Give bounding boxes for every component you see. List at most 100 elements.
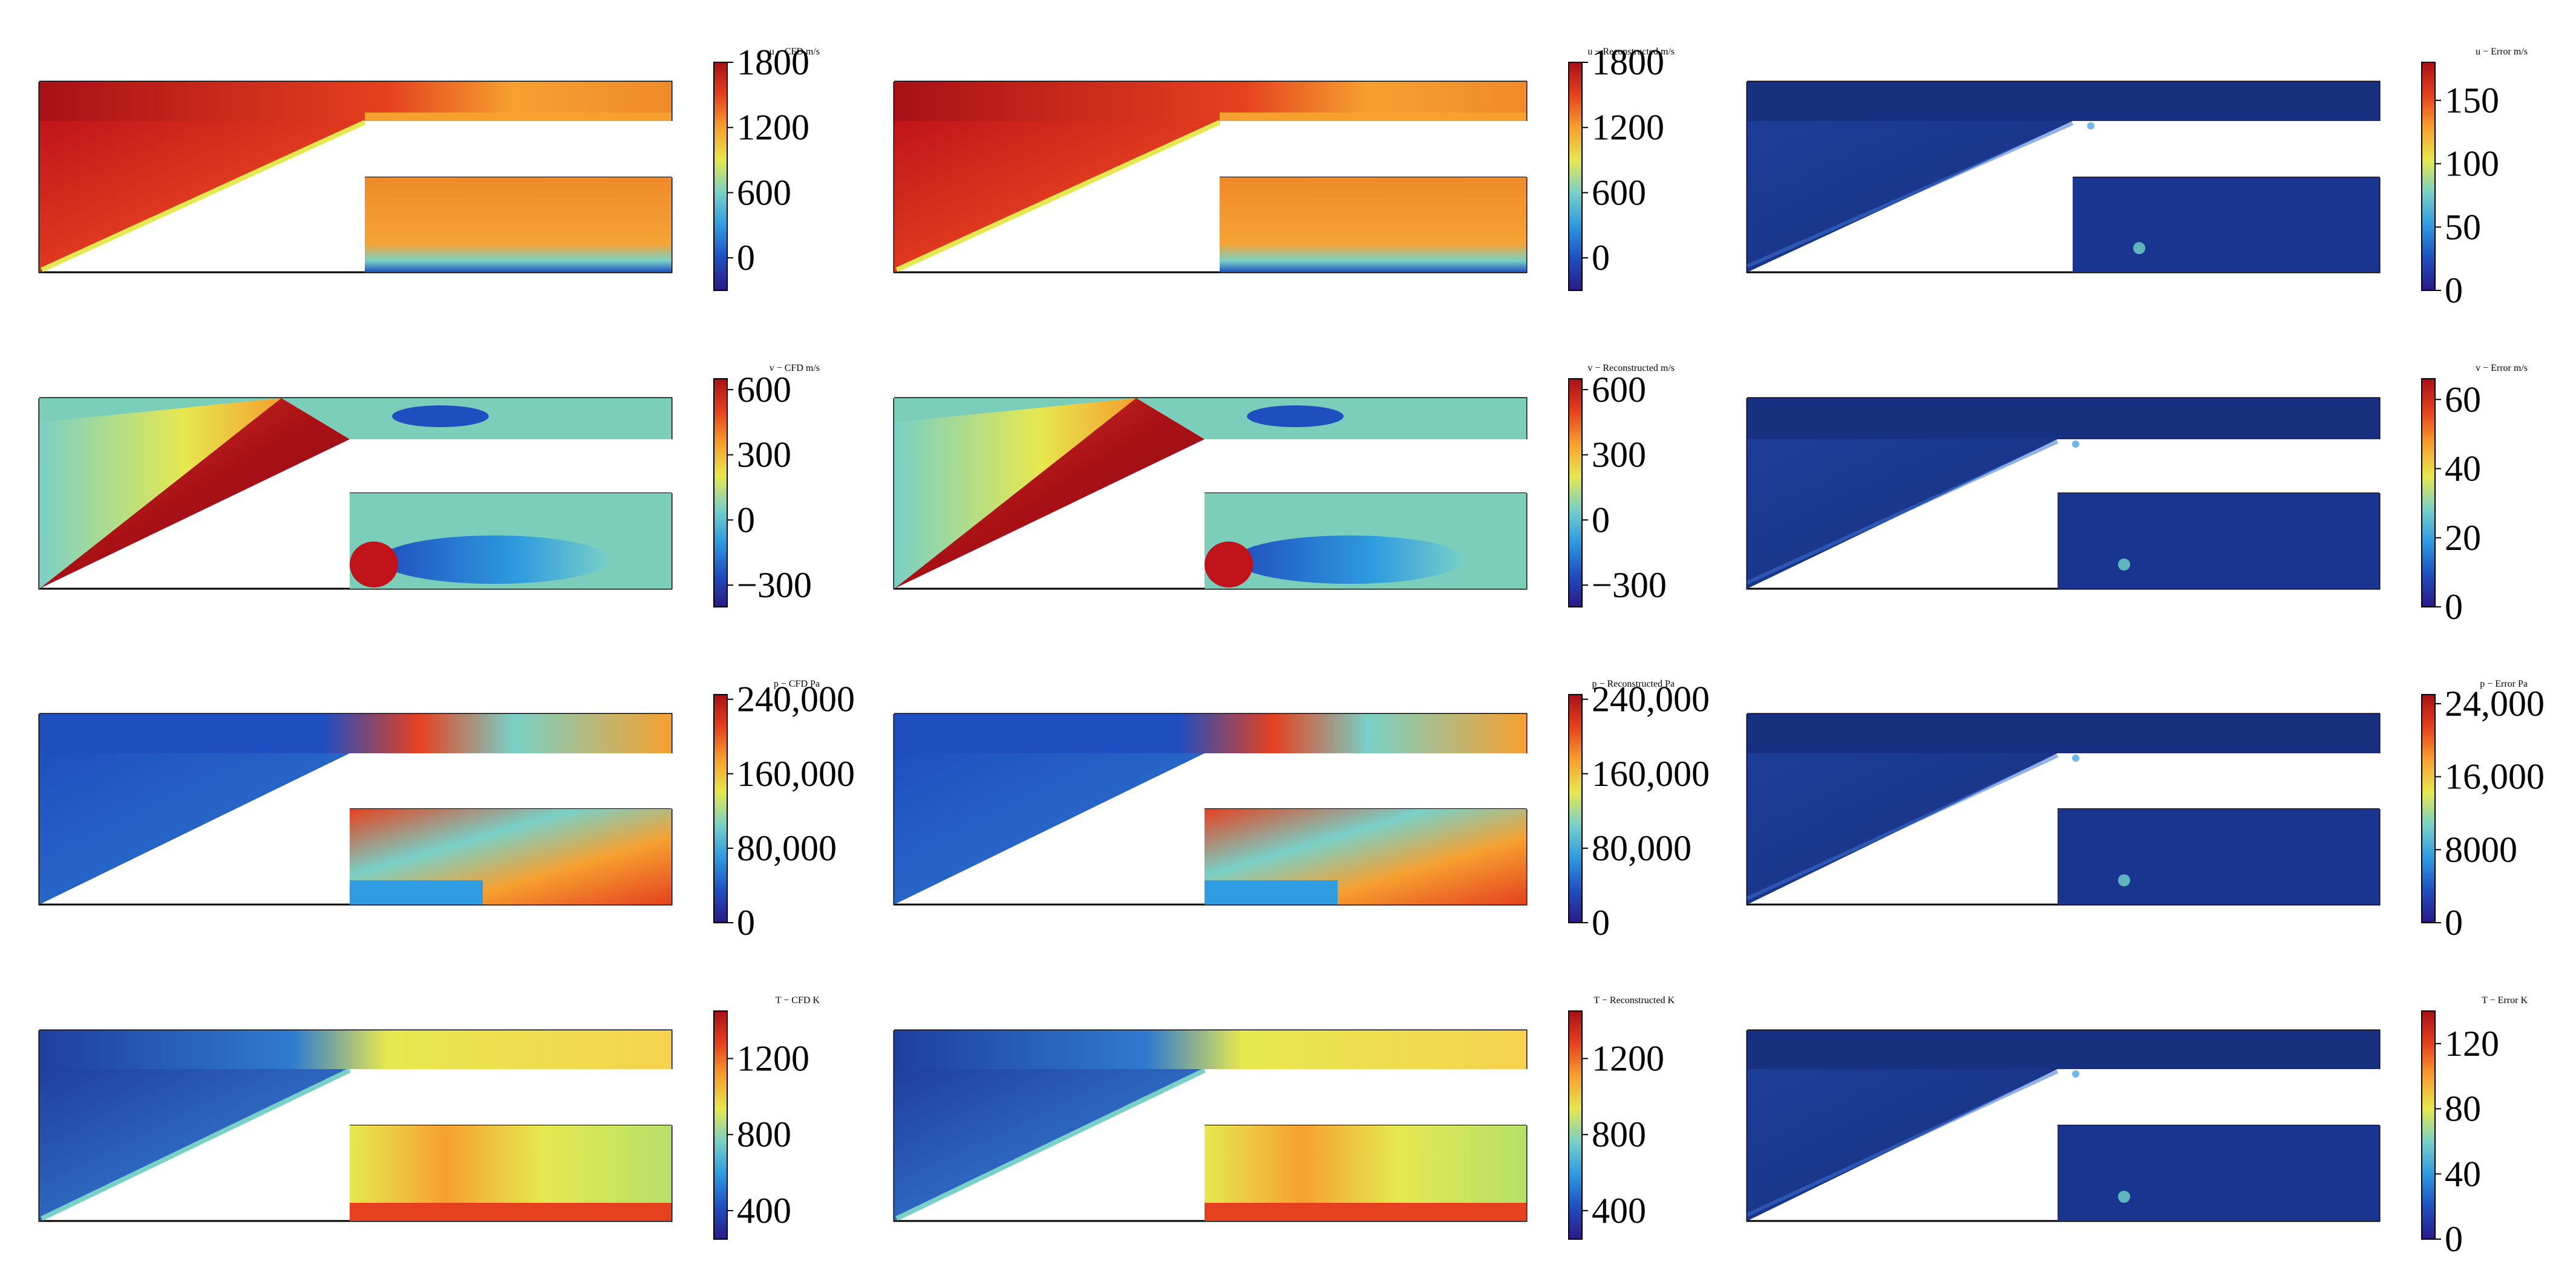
field-fill	[894, 398, 1526, 589]
panel-T-reconstructed: T − Reconstructed K 1200 800 400	[893, 995, 1675, 1240]
panel-title-text: v − Error	[2476, 363, 2514, 373]
panel-title: p − Error Pa	[2480, 679, 2528, 689]
colorbar-tick-label: 1200	[1592, 108, 1664, 148]
colorbar	[713, 694, 728, 923]
colorbar-tick-label: 60	[2445, 379, 2481, 419]
panel-title: v − CFD m/s	[770, 363, 820, 373]
colorbar-tick-label: 800	[1592, 1114, 1646, 1154]
panel-title-text: T − CFD	[776, 995, 813, 1006]
colorbar-tick-label: 300	[737, 435, 791, 475]
panel-unit: m/s	[1661, 47, 1675, 57]
colorbar-tick-label: 600	[737, 172, 791, 212]
colorbar-tick-label: 600	[1592, 370, 1646, 410]
body-cutout	[1747, 1069, 2379, 1221]
colorbar-tick-label: 24,000	[2445, 684, 2545, 724]
panel-unit: m/s	[806, 47, 820, 57]
panel-title-text: u − CFD	[770, 47, 806, 57]
field-fill	[39, 82, 672, 272]
panel-title-text: p − Error	[2480, 679, 2518, 689]
colorbar-tick-label: 80,000	[1592, 828, 1692, 868]
body-cutout	[1747, 121, 2379, 272]
colorbar-tick-label: 100	[2445, 144, 2499, 184]
colorbar-tick-label: 16,000	[2445, 757, 2545, 797]
panel-title-text: v − Reconstructed	[1587, 363, 1661, 373]
panel-unit: Pa	[1665, 679, 1675, 689]
colorbar	[1568, 1010, 1583, 1240]
body-cutout	[894, 1069, 1526, 1221]
field-fill	[894, 1030, 1526, 1221]
panel-unit: K	[1667, 995, 1675, 1006]
panel-unit: Pa	[2518, 679, 2528, 689]
panel-unit: m/s	[1661, 363, 1675, 373]
colorbar-tick-label: 8000	[2445, 830, 2517, 869]
panel-T-cfd: T − CFD K 1200 800 400	[38, 995, 820, 1240]
colorbar-tick-label: −300	[1592, 565, 1667, 605]
field-fill	[39, 714, 672, 905]
colorbar	[713, 62, 728, 291]
field-fill	[1746, 1030, 2379, 1221]
colorbar-tick-label: 1200	[737, 1039, 809, 1079]
panel-title-text: u − Error	[2476, 47, 2514, 57]
body-cutout	[894, 439, 1526, 589]
colorbar-tick-label: 50	[2445, 207, 2481, 247]
colorbar	[2421, 694, 2436, 923]
colorbar-tick-label: 1200	[737, 108, 809, 148]
field-fill	[894, 714, 1526, 905]
colorbar-tick-label: 0	[2445, 270, 2463, 310]
panel-title-text: T − Error	[2482, 995, 2520, 1006]
body-cutout	[1747, 439, 2379, 589]
colorbar	[2421, 378, 2436, 607]
colorbar-tick-label: 0	[1592, 500, 1610, 540]
colorbar	[2421, 62, 2436, 291]
colorbar-tick-label: 120	[2445, 1024, 2499, 1064]
panel-unit: K	[812, 995, 820, 1006]
panel-unit: m/s	[806, 363, 820, 373]
colorbar-tick-label: 1800	[1592, 42, 1664, 82]
panel-title: u − Reconstructed m/s	[1587, 47, 1675, 57]
colorbar-tick-label: 1200	[1592, 1039, 1664, 1079]
colorbar-tick-label: 0	[737, 500, 755, 540]
panel-title-text: p − CFD	[774, 679, 810, 689]
colorbar-tick-label: 600	[737, 370, 791, 410]
panel-title-text: v − CFD	[770, 363, 806, 373]
colorbar-tick-label: 0	[2445, 587, 2463, 627]
colorbar-tick-label: 240,000	[1592, 679, 1710, 719]
colorbar-tick-label: 0	[1592, 903, 1610, 943]
body-cutout	[1747, 753, 2379, 905]
colorbar-tick-label: 300	[1592, 435, 1646, 475]
colorbar-tick-label: 160,000	[1592, 754, 1710, 794]
colorbar-tick-label: 40	[2445, 1154, 2481, 1194]
panel-unit: Pa	[810, 679, 820, 689]
colorbar-tick-label: 400	[1592, 1191, 1646, 1231]
colorbar-tick-label: 240,000	[737, 679, 855, 719]
panel-title: p − CFD Pa	[774, 679, 820, 689]
panel-unit: m/s	[2514, 363, 2528, 373]
colorbar-tick-label: 160,000	[737, 754, 855, 794]
colorbar-tick-label: 0	[737, 238, 755, 278]
field-fill	[1746, 714, 2379, 905]
panel-title-text: p − Reconstructed	[1592, 679, 1665, 689]
panel-title: T − CFD K	[776, 995, 820, 1006]
panel-unit: K	[2520, 995, 2528, 1006]
field-fill	[39, 398, 672, 589]
panel-unit: m/s	[2514, 47, 2528, 57]
body-cutout	[39, 753, 672, 905]
panel-title: v − Reconstructed m/s	[1587, 363, 1675, 373]
colorbar-tick-label: 80	[2445, 1089, 2481, 1129]
colorbar-tick-label: 0	[2445, 1219, 2463, 1259]
colorbar-tick-label: −300	[737, 565, 812, 605]
body-cutout	[39, 121, 672, 272]
body-cutout	[894, 753, 1526, 905]
panel-title: u − Error m/s	[2476, 47, 2528, 57]
panel-title: v − Error m/s	[2476, 363, 2528, 373]
panel-title: T − Reconstructed K	[1594, 995, 1675, 1006]
colorbar-tick-label: 800	[737, 1114, 791, 1154]
colorbar-tick-label: 40	[2445, 449, 2481, 489]
colorbar-tick-label: 80,000	[737, 828, 837, 868]
colorbar-tick-label: 0	[1592, 238, 1610, 278]
panel-title-text: u − Reconstructed	[1587, 47, 1661, 57]
body-cutout	[894, 121, 1526, 272]
